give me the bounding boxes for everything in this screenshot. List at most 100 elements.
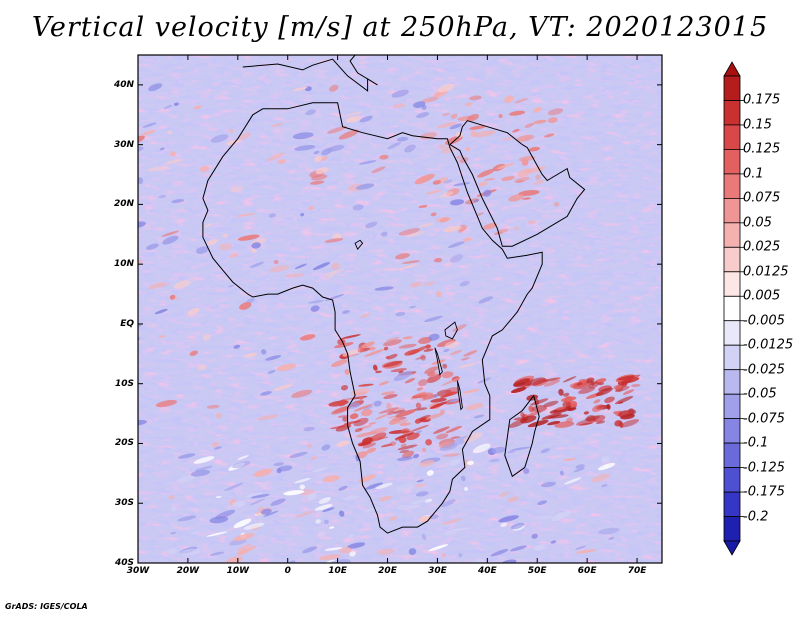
velocity-patch: [458, 553, 463, 558]
colorbar-label: -0.125: [743, 460, 785, 476]
colorbar-label: -0.075: [743, 411, 785, 427]
velocity-patch: [397, 419, 408, 424]
velocity-patch: [413, 101, 426, 108]
velocity-patch: [339, 510, 345, 517]
velocity-patch: [206, 404, 220, 409]
velocity-patch: [375, 413, 389, 420]
velocity-patch: [314, 155, 322, 162]
velocity-patch: [598, 527, 620, 535]
velocity-patch: [338, 485, 348, 491]
velocity-patch: [438, 144, 446, 149]
velocity-patch: [408, 548, 417, 556]
velocity-patch: [498, 515, 519, 523]
velocity-patch: [364, 349, 385, 357]
velocity-patch: [532, 107, 542, 113]
velocity-patch: [428, 544, 449, 552]
velocity-patch: [246, 298, 255, 304]
velocity-patch: [353, 404, 373, 412]
velocity-patch: [357, 383, 374, 387]
velocity-patch: [554, 421, 575, 428]
velocity-patch: [521, 159, 529, 166]
velocity-patch: [416, 387, 424, 391]
velocity-patch: [504, 95, 514, 104]
velocity-patch: [307, 493, 317, 501]
velocity-patch: [266, 152, 285, 162]
colorbar-label: -0.0125: [743, 337, 794, 353]
velocity-patch: [396, 456, 413, 461]
velocity-patch: [500, 522, 507, 527]
colorbar-box: [723, 75, 741, 101]
velocity-patch: [195, 465, 213, 472]
velocity-patch: [525, 411, 542, 418]
velocity-patch: [547, 108, 564, 116]
velocity-patch: [386, 402, 392, 410]
velocity-patch: [462, 389, 481, 394]
velocity-patch: [213, 446, 222, 450]
velocity-patch: [383, 339, 402, 347]
lon-label: 10W: [226, 566, 250, 576]
velocity-patch: [441, 112, 451, 116]
colorbar-label: -0.2: [743, 509, 769, 525]
velocity-patch: [448, 241, 465, 249]
lon-label: 20E: [378, 566, 397, 576]
velocity-patch: [471, 558, 485, 563]
velocity-patch: [380, 391, 396, 396]
velocity-patch: [396, 136, 409, 142]
velocity-patch: [502, 559, 517, 563]
velocity-patch: [303, 426, 315, 432]
velocity-patch: [614, 396, 634, 405]
velocity-patch: [283, 490, 305, 496]
velocity-patch: [155, 400, 178, 408]
lat-label: 10S: [114, 378, 134, 389]
velocity-patch: [356, 183, 375, 190]
velocity-patch: [225, 139, 242, 145]
velocity-patch: [435, 216, 452, 223]
velocity-patches: [138, 83, 641, 563]
velocity-patch: [431, 359, 446, 365]
velocity-patch: [449, 123, 463, 130]
velocity-patch: [344, 111, 362, 117]
velocity-patch: [261, 349, 267, 355]
lat-label: 40S: [114, 558, 134, 568]
velocity-patch: [363, 406, 374, 410]
velocity-patch: [424, 498, 433, 503]
velocity-patch: [299, 334, 316, 341]
velocity-patch: [352, 204, 364, 211]
velocity-patch: [489, 458, 500, 463]
velocity-patch: [617, 375, 636, 381]
velocity-patch: [378, 495, 392, 502]
velocity-patch: [558, 388, 564, 396]
velocity-patch: [173, 280, 191, 289]
colorbar-box: [723, 369, 741, 395]
velocity-patch: [338, 546, 352, 554]
velocity-patch: [543, 400, 559, 408]
velocity-patch: [300, 213, 305, 217]
velocity-patch: [174, 102, 179, 106]
lat-label: 30S: [114, 498, 134, 509]
velocity-patch: [513, 378, 530, 387]
velocity-patch: [563, 392, 570, 397]
velocity-patch: [342, 310, 350, 314]
velocity-patch: [230, 185, 244, 193]
velocity-patch: [276, 468, 282, 474]
velocity-patch: [508, 194, 524, 202]
velocity-patch: [449, 254, 464, 263]
colorbar-box: [723, 467, 741, 493]
lon-label: 60E: [577, 566, 597, 576]
velocity-patch: [342, 495, 360, 501]
velocity-patch: [158, 335, 166, 338]
colorbar-box: [723, 124, 741, 150]
velocity-patch: [437, 83, 455, 93]
velocity-patch: [465, 146, 471, 152]
velocity-patch: [347, 542, 366, 549]
velocity-patch: [425, 412, 444, 420]
velocity-patch: [531, 405, 548, 413]
velocity-patch: [424, 315, 443, 323]
velocity-patch: [171, 506, 176, 511]
velocity-patch: [422, 281, 436, 287]
velocity-patch: [478, 296, 494, 304]
velocity-patch: [363, 507, 380, 513]
velocity-patch: [308, 206, 314, 211]
velocity-patch: [418, 223, 434, 228]
velocity-patch: [600, 456, 610, 463]
